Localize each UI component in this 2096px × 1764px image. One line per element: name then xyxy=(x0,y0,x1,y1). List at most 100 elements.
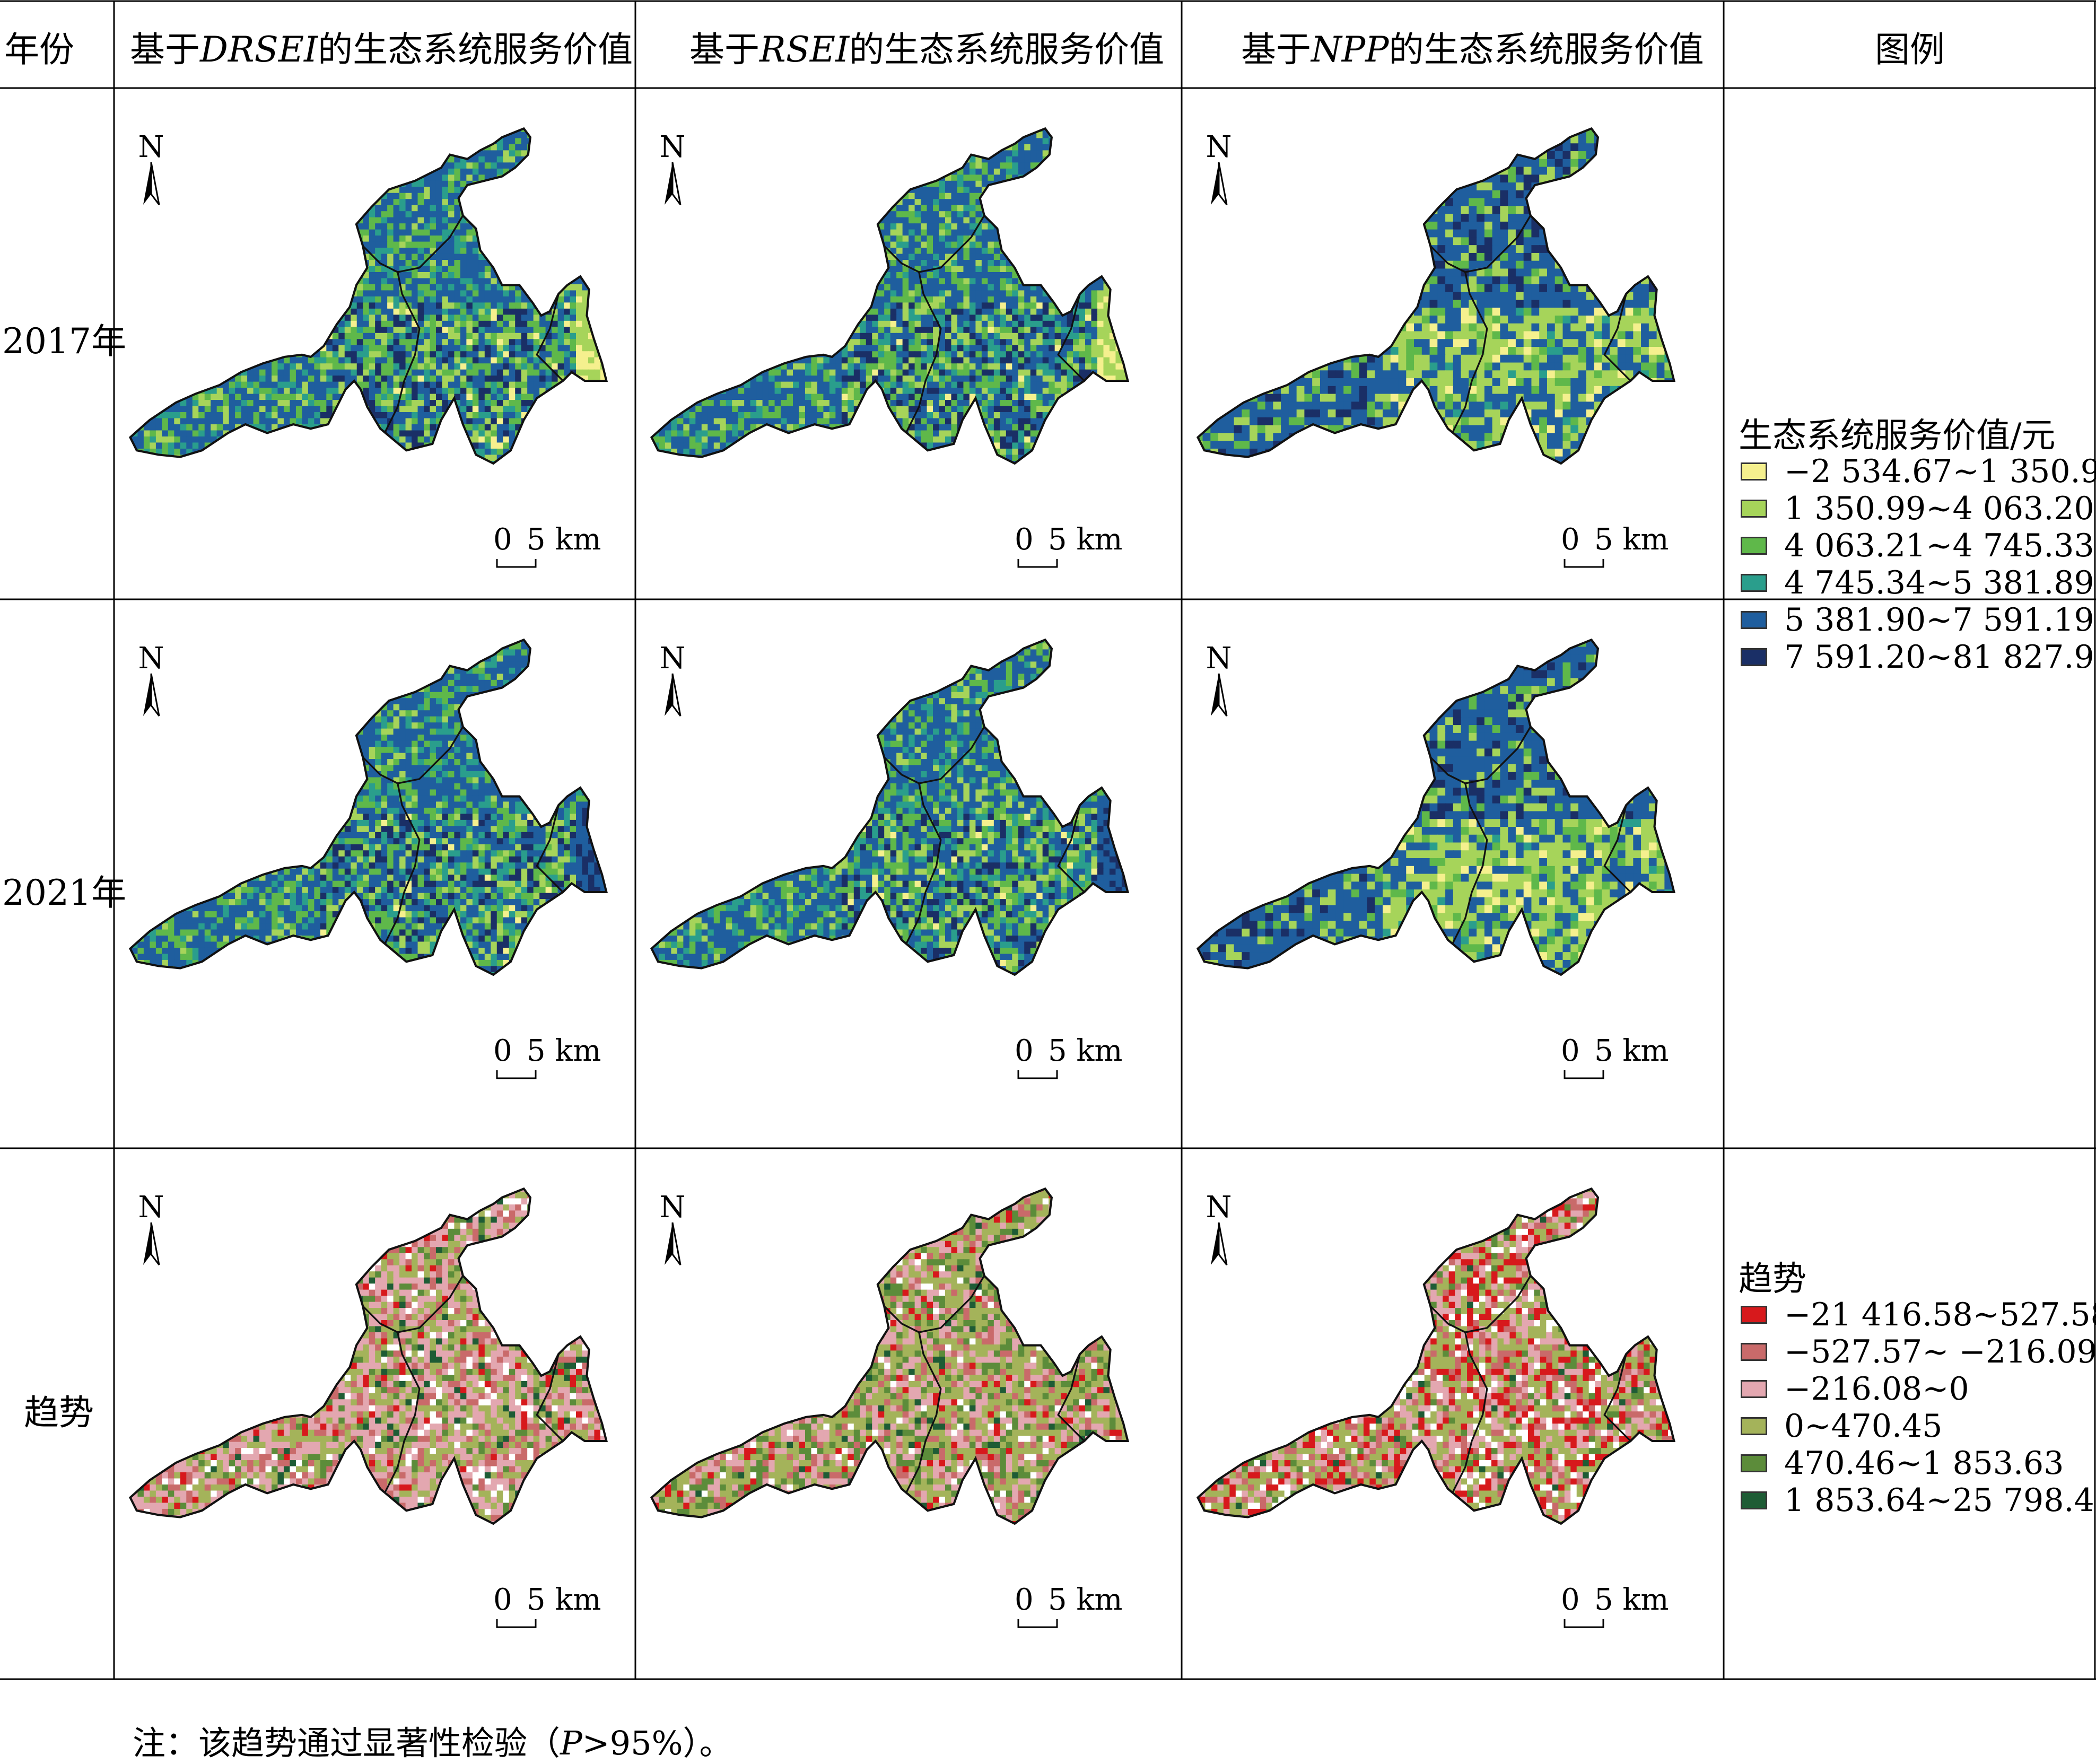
map-panel: N 0 5 km xyxy=(1182,88,1691,597)
header-year: 年份 xyxy=(4,21,74,72)
legend-trend-swatch xyxy=(1741,1306,1767,1324)
north-label: N xyxy=(660,1190,686,1225)
map-image: N 0 5 km xyxy=(114,1148,623,1657)
scale-zero-label: 0 xyxy=(1015,522,1034,557)
legend-value-label: −2 534.67~1 350.98 xyxy=(1784,453,2096,490)
map-panel: N 0 5 km xyxy=(1182,599,1691,1108)
scale-bar xyxy=(1565,559,1603,567)
scale-zero-label: 0 xyxy=(1015,1034,1034,1068)
legend-value-label: 4 063.21~4 745.33 xyxy=(1784,527,2094,564)
scale-bar xyxy=(1018,1070,1057,1078)
legend-value-label: 7 591.20~81 827.96 xyxy=(1784,639,2096,676)
header-npp: 基于NPP的生态系统服务价值 xyxy=(1241,21,1704,72)
legend-trend-swatch xyxy=(1741,1343,1767,1361)
legend-trend-swatch xyxy=(1741,1491,1767,1509)
legend-trend-label: −527.57~ −216.09 xyxy=(1784,1333,2096,1370)
legend-value-swatch xyxy=(1741,537,1767,555)
scale-zero-label: 0 xyxy=(1561,522,1580,557)
scale-bar xyxy=(497,1070,536,1078)
legend-trend-label: 0~470.45 xyxy=(1784,1408,1942,1445)
scale-bar xyxy=(1018,559,1057,567)
scale-five-label: 5 km xyxy=(1594,1034,1669,1068)
scale-zero-label: 0 xyxy=(493,1583,512,1617)
scale-zero-label: 0 xyxy=(493,522,512,557)
scale-zero-label: 0 xyxy=(493,1034,512,1068)
scale-bar xyxy=(497,559,536,567)
north-arrow-icon xyxy=(143,1222,159,1265)
legend-value-swatch xyxy=(1741,462,1767,481)
legend-trend-label: −21 416.58~527.58 xyxy=(1784,1296,2096,1333)
map-panel: N 0 5 km xyxy=(114,599,623,1108)
scale-five-label: 5 km xyxy=(1048,1583,1122,1617)
scale-five-label: 5 km xyxy=(527,522,601,557)
map-panel: N 0 5 km xyxy=(635,88,1145,597)
north-arrow-icon xyxy=(143,674,159,716)
scale-five-label: 5 km xyxy=(527,1034,601,1068)
map-panel: N 0 5 km xyxy=(114,1148,623,1657)
header-legend: 图例 xyxy=(1875,21,1945,72)
header-drsei: 基于DRSEI的生态系统服务价值 xyxy=(130,21,633,72)
legend-trend-title: 趋势 xyxy=(1739,1252,1806,1300)
legend-value-swatch xyxy=(1741,611,1767,629)
legend-value-title: 生态系统服务价值/元 xyxy=(1739,408,2056,457)
header-rsei-post: 的生态系统服务价值 xyxy=(849,29,1164,70)
scale-zero-label: 0 xyxy=(1561,1034,1580,1068)
scale-five-label: 5 km xyxy=(527,1583,601,1617)
north-arrow-icon xyxy=(665,162,680,205)
header-rsei: 基于RSEI的生态系统服务价值 xyxy=(689,21,1164,72)
legend-trend-swatch xyxy=(1741,1454,1767,1472)
header-rsei-pre: 基于 xyxy=(689,29,759,70)
map-image: N 0 5 km xyxy=(1182,599,1691,1108)
legend-value-label: 1 350.99~4 063.20 xyxy=(1784,490,2094,527)
north-arrow-icon xyxy=(1211,674,1227,716)
north-label: N xyxy=(1206,130,1232,164)
header-drsei-pre: 基于 xyxy=(130,29,200,70)
scale-zero-label: 0 xyxy=(1561,1583,1580,1617)
legend-trend-label: 470.46~1 853.63 xyxy=(1784,1445,2064,1482)
north-arrow-icon xyxy=(1211,162,1227,205)
map-image: N 0 5 km xyxy=(114,599,623,1108)
footnote-italic: P xyxy=(560,1724,582,1762)
legend-value-label: 4 745.34~5 381.89 xyxy=(1784,564,2094,601)
legend-value-label: 5 381.90~7 591.19 xyxy=(1784,601,2094,639)
scale-five-label: 5 km xyxy=(1594,522,1669,557)
footnote-post: >95%）。 xyxy=(582,1724,732,1762)
map-image: N 0 5 km xyxy=(635,599,1145,1108)
legend-value-swatch xyxy=(1741,500,1767,518)
legend-value-swatch xyxy=(1741,574,1767,592)
legend-trend-label: −216.08~0 xyxy=(1784,1370,1969,1408)
row-label-2017: 2017年 xyxy=(2,313,126,364)
map-panel: N 0 5 km xyxy=(635,599,1145,1108)
figure: 年份 基于DRSEI的生态系统服务价值 基于RSEI的生态系统服务价值 基于NP… xyxy=(0,0,2096,1708)
north-label: N xyxy=(138,641,164,676)
north-label: N xyxy=(660,641,686,676)
legend-trend-label: 1 853.64~25 798.49 xyxy=(1784,1482,2096,1519)
north-arrow-icon xyxy=(665,1222,680,1265)
north-label: N xyxy=(1206,641,1232,676)
map-image: N 0 5 km xyxy=(635,88,1145,597)
map-image: N 0 5 km xyxy=(1182,88,1691,597)
scale-bar xyxy=(497,1619,536,1627)
header-drsei-italic: DRSEI xyxy=(200,29,318,70)
scale-five-label: 5 km xyxy=(1048,522,1122,557)
north-arrow-icon xyxy=(1211,1222,1227,1265)
header-drsei-post: 的生态系统服务价值 xyxy=(318,29,633,70)
scale-five-label: 5 km xyxy=(1048,1034,1122,1068)
footnote-pre: 注：该趋势通过显著性检验（ xyxy=(133,1724,560,1762)
legend-value-swatch xyxy=(1741,648,1767,666)
scale-zero-label: 0 xyxy=(1015,1583,1034,1617)
scale-bar xyxy=(1018,1619,1057,1627)
north-arrow-icon xyxy=(143,162,159,205)
row-label-2021: 2021年 xyxy=(2,864,126,915)
legend-trend-swatch xyxy=(1741,1417,1767,1435)
north-label: N xyxy=(660,130,686,164)
row-label-trend: 趋势 xyxy=(24,1384,94,1435)
north-arrow-icon xyxy=(665,674,680,716)
scale-five-label: 5 km xyxy=(1594,1583,1669,1617)
north-label: N xyxy=(138,1190,164,1225)
map-panel: N 0 5 km xyxy=(635,1148,1145,1657)
footnote: 注：该趋势通过显著性检验（P>95%）。 xyxy=(133,1716,732,1764)
